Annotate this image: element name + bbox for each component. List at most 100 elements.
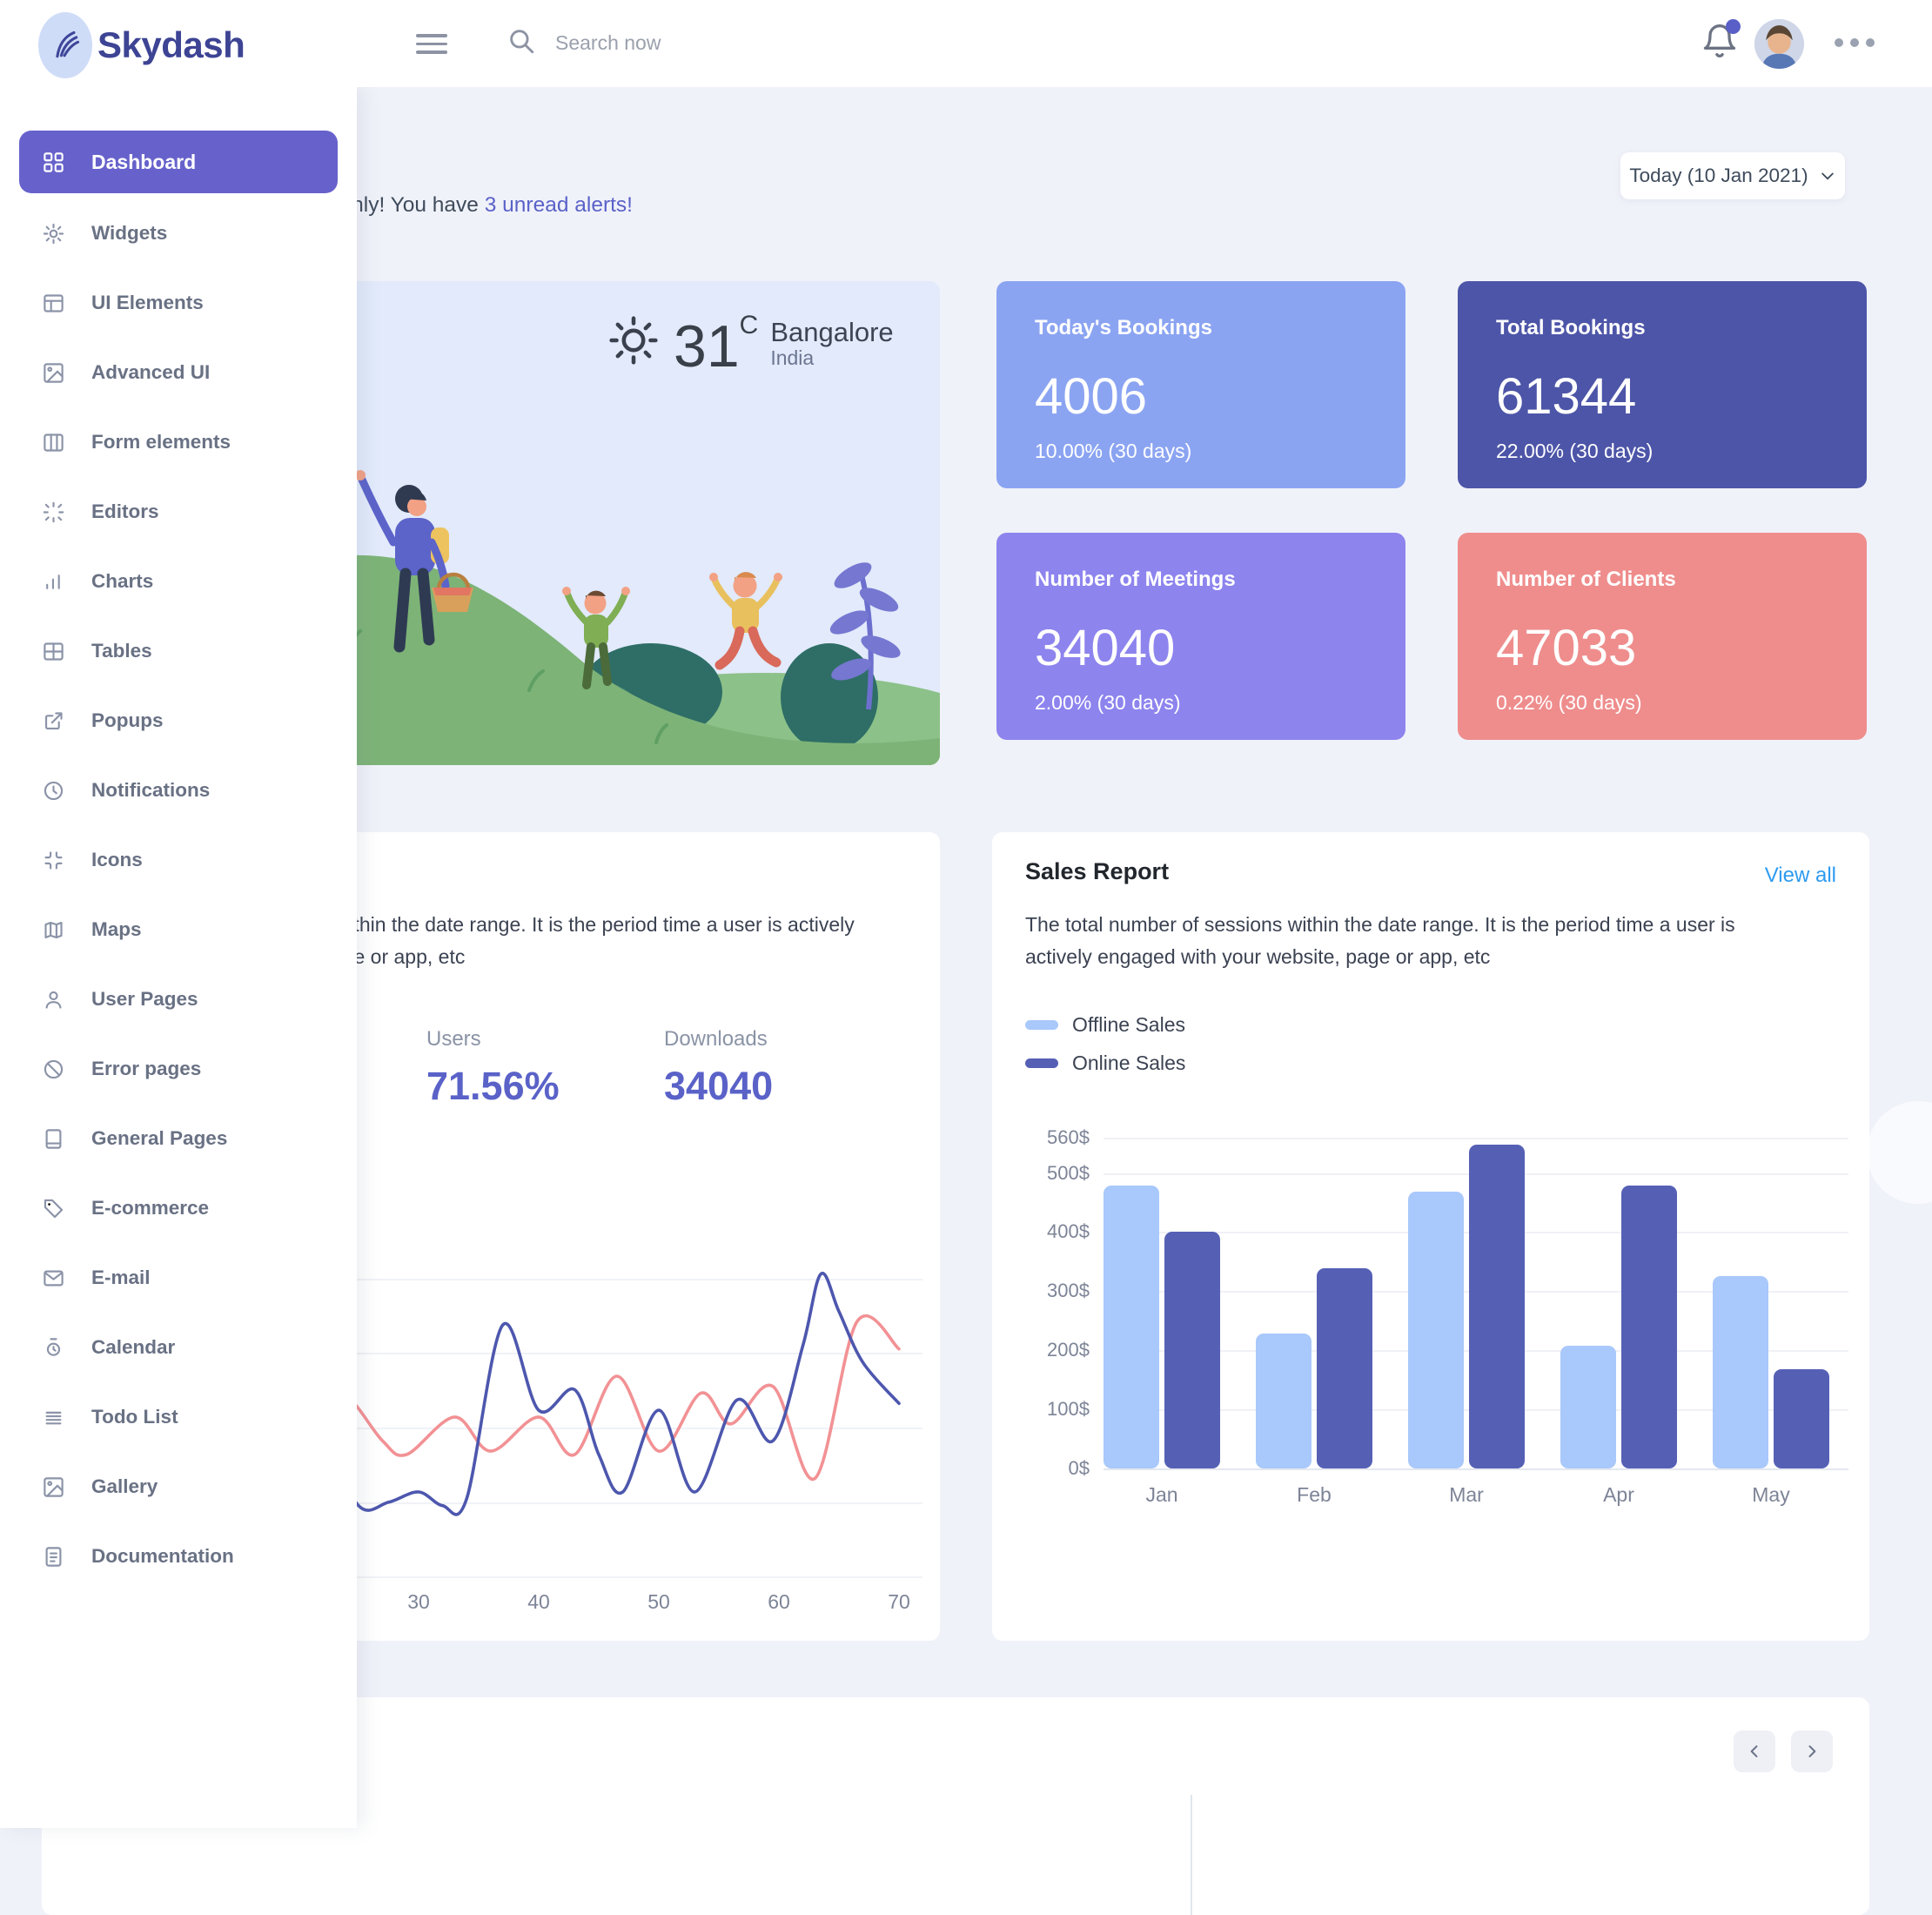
sidebar-item-tables[interactable]: Tables xyxy=(0,616,357,686)
stat-value: 34040 xyxy=(1035,620,1176,676)
x-axis-tick: Mar xyxy=(1449,1483,1484,1506)
sidebar-item-label: Icons xyxy=(91,849,143,870)
sidebar-item-maps[interactable]: Maps xyxy=(0,895,357,964)
stat-value: 61344 xyxy=(1496,368,1637,425)
sidebar-item-label: Widgets xyxy=(91,222,168,244)
date-filter-button[interactable]: Today (10 Jan 2021) xyxy=(1620,152,1845,199)
sidebar-item-todo-list[interactable]: Todo List xyxy=(0,1382,357,1452)
divider xyxy=(1191,1795,1192,1915)
unread-alerts-link[interactable]: 3 unread alerts! xyxy=(484,193,633,217)
y-gridline xyxy=(1104,1138,1848,1139)
sidebar-item-e-commerce[interactable]: E-commerce xyxy=(0,1173,357,1243)
sidebar-item-editors[interactable]: Editors xyxy=(0,477,357,547)
weather-city: Bangalore xyxy=(770,317,894,347)
file-text-icon xyxy=(45,1546,62,1567)
weather-country: India xyxy=(770,346,815,370)
x-axis-tick: Apr xyxy=(1603,1483,1634,1506)
pagination-prev-button[interactable] xyxy=(1734,1730,1775,1772)
y-axis-tick: 100$ xyxy=(1047,1398,1090,1420)
offline-sales-bar-feb xyxy=(1256,1334,1311,1468)
feather-logo-icon xyxy=(38,12,92,78)
svg-text:40: 40 xyxy=(527,1590,550,1613)
y-axis-tick: 0$ xyxy=(1068,1457,1090,1479)
view-all-link[interactable]: View all xyxy=(1764,863,1836,887)
sidebar-item-error-pages[interactable]: Error pages xyxy=(0,1034,357,1104)
sidebar-item-label: UI Elements xyxy=(91,292,204,313)
stat-title: Total Bookings xyxy=(1496,316,1646,339)
columns-icon xyxy=(44,433,64,452)
x-axis-tick: Jan xyxy=(1145,1483,1178,1506)
sidebar-item-label: Tables xyxy=(91,640,152,662)
list-icon xyxy=(45,1411,62,1424)
sidebar-item-label: Editors xyxy=(91,501,159,522)
stat-title: Number of Meetings xyxy=(1035,568,1236,591)
stat-value: 4006 xyxy=(1035,368,1148,425)
sidebar-item-general-pages[interactable]: General Pages xyxy=(0,1104,357,1173)
stat-change: 10.00% (30 days) xyxy=(1035,440,1192,462)
sidebar-item-dashboard[interactable]: Dashboard xyxy=(19,131,338,193)
sales-report-title: Sales Report xyxy=(1025,858,1170,884)
sidebar-item-ui-elements[interactable]: UI Elements xyxy=(0,268,357,338)
chevron-left-icon xyxy=(1750,1745,1758,1757)
external-link-icon xyxy=(44,711,63,729)
user-icon xyxy=(45,991,62,1009)
notifications-bell-icon[interactable] xyxy=(1701,19,1742,64)
sidebar-item-label: Form elements xyxy=(91,431,231,453)
sidebar-item-documentation[interactable]: Documentation xyxy=(0,1522,357,1591)
layout-icon xyxy=(44,293,64,312)
sales-report-card: Sales Report View all The total number o… xyxy=(992,832,1869,1641)
sidebar-item-calendar[interactable]: Calendar xyxy=(0,1313,357,1382)
sidebar-item-gallery[interactable]: Gallery xyxy=(0,1452,357,1522)
grid-icon xyxy=(44,151,64,172)
stat-change: 2.00% (30 days) xyxy=(1035,691,1181,714)
sidebar-item-icons[interactable]: Icons xyxy=(0,825,357,895)
sidebar-item-notifications[interactable]: Notifications xyxy=(0,756,357,825)
users-metric-label: Users xyxy=(426,1027,481,1051)
x-axis-tick: May xyxy=(1752,1483,1790,1506)
search-placeholder: Search now xyxy=(555,31,661,54)
notification-badge xyxy=(1726,19,1741,34)
stat-change: 22.00% (30 days) xyxy=(1496,440,1654,462)
sidebar-item-label: General Pages xyxy=(91,1127,228,1149)
sidebar-item-label: Popups xyxy=(91,709,164,731)
slash-icon xyxy=(44,1059,64,1078)
sidebar-item-user-pages[interactable]: User Pages xyxy=(0,964,357,1034)
offline-sales-bar-may xyxy=(1713,1276,1768,1468)
more-options-icon[interactable] xyxy=(1835,38,1875,47)
sidebar-item-advanced-ui[interactable]: Advanced UI xyxy=(0,338,357,407)
pagination-next-button[interactable] xyxy=(1791,1730,1833,1772)
map-icon xyxy=(44,921,63,938)
online-sales-swatch xyxy=(1025,1058,1058,1068)
sidebar-item-label: Documentation xyxy=(91,1545,234,1567)
sidebar-item-popups[interactable]: Popups xyxy=(0,686,357,756)
history-icon xyxy=(44,781,64,800)
sidebar-item-e-mail[interactable]: E-mail xyxy=(0,1243,357,1313)
watch-icon xyxy=(46,1337,61,1356)
sidebar-item-form-elements[interactable]: Form elements xyxy=(0,407,357,477)
brand-name: Skydash xyxy=(97,24,245,65)
search-input[interactable]: Search now xyxy=(506,26,661,60)
sidebar-item-charts[interactable]: Charts xyxy=(0,547,357,616)
chevron-right-icon xyxy=(1808,1745,1816,1757)
avatar[interactable] xyxy=(1754,19,1804,69)
y-axis-tick: 300$ xyxy=(1047,1280,1090,1301)
sidebar-item-label: User Pages xyxy=(91,988,198,1010)
svg-text:70: 70 xyxy=(888,1590,910,1613)
brand-logo[interactable]: Skydash xyxy=(38,12,245,78)
book-icon xyxy=(45,1128,62,1149)
gear-icon xyxy=(43,223,64,244)
menu-toggle-icon[interactable] xyxy=(416,29,447,58)
sales-description: The total number of sessions within the … xyxy=(1025,913,1735,968)
sidebar-item-label: E-commerce xyxy=(91,1197,210,1219)
sidebar-item-label: E-mail xyxy=(91,1267,151,1288)
corners-icon xyxy=(44,850,63,870)
y-gridline xyxy=(1104,1468,1848,1470)
online-sales-bar-mar xyxy=(1469,1145,1525,1468)
weather-summary: 31C Bangalore India xyxy=(606,312,894,376)
chevron-down-icon xyxy=(1821,172,1834,180)
sidebar-item-label: Advanced UI xyxy=(91,361,211,383)
search-icon xyxy=(506,26,536,60)
stat-title: Number of Clients xyxy=(1496,568,1676,591)
stat-value: 47033 xyxy=(1496,620,1637,676)
sidebar-item-widgets[interactable]: Widgets xyxy=(0,198,357,268)
